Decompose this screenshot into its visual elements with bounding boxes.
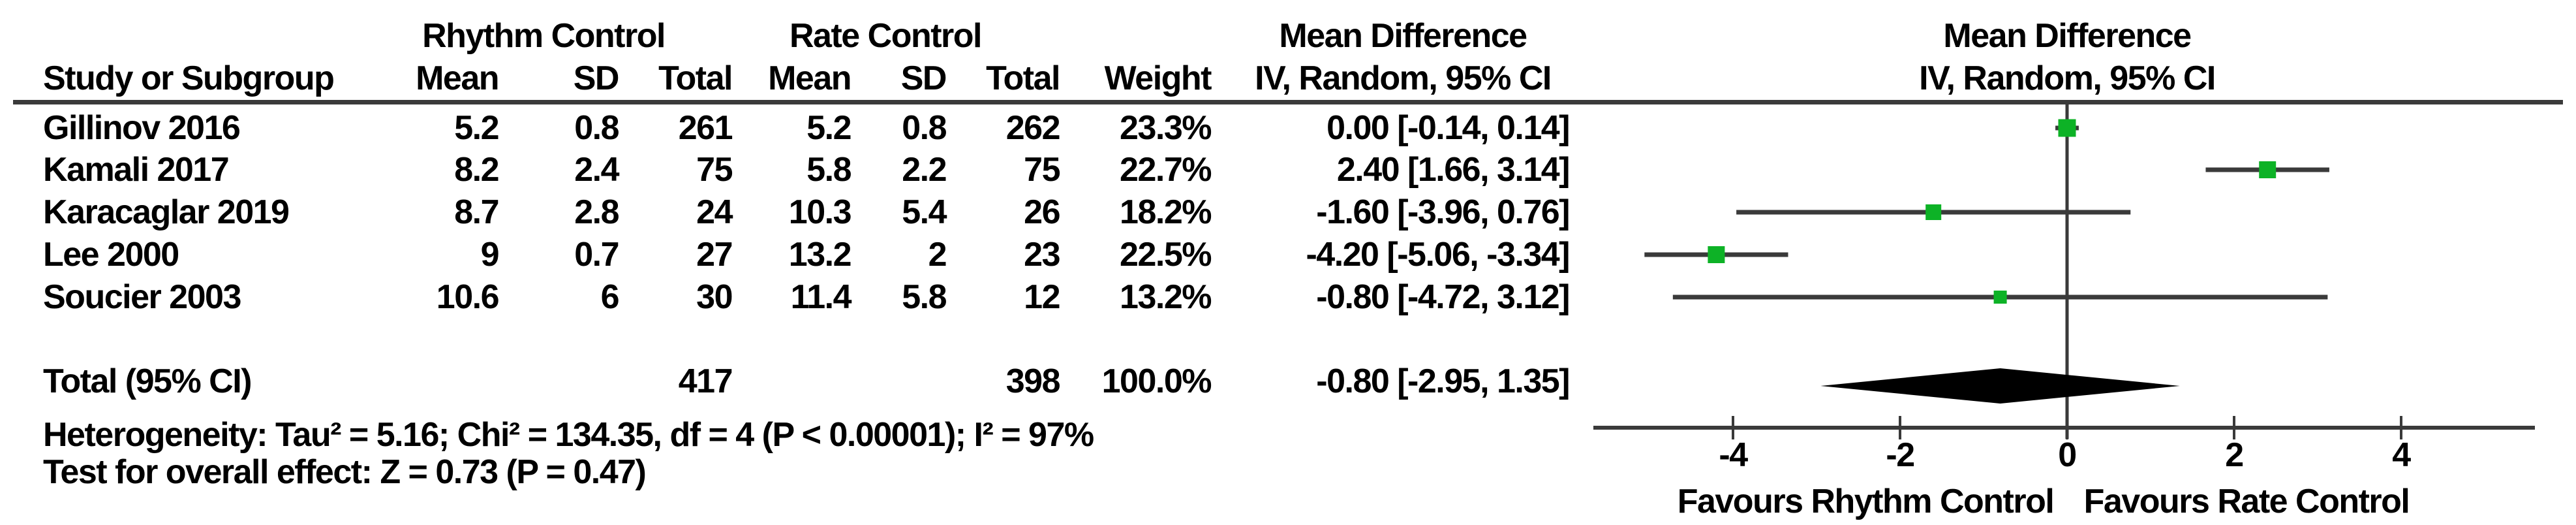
- total-ci-text: -0.80 [-2.95, 1.35]: [1316, 362, 1570, 400]
- ci-text-value: 0.00 [-0.14, 0.14]: [1326, 109, 1570, 147]
- weight-value: 18.2%: [1120, 193, 1212, 231]
- rhythm-mean-value: 8.2: [454, 151, 499, 189]
- favours-rhythm-label: Favours Rhythm Control: [1677, 483, 2055, 520]
- axis-tick-label: 2: [2225, 436, 2244, 474]
- favours-rate-label: Favours Rate Control: [2083, 483, 2410, 520]
- rhythm-total-value: 24: [696, 193, 733, 231]
- rate-sd-value: 5.4: [902, 193, 947, 231]
- axis-tick-label: -2: [1886, 436, 1915, 474]
- rate-total-value: 23: [1024, 236, 1060, 274]
- effect-marker: [1708, 246, 1725, 263]
- effect-marker: [1993, 291, 2007, 304]
- pooled-diamond: [1820, 368, 2180, 404]
- total-row: Total (95% CI) 417 398 100.0% -0.80 [-2.…: [0, 363, 2576, 400]
- rhythm-sd-header: SD: [573, 59, 620, 97]
- rate-mean-value: 13.2: [788, 236, 852, 274]
- rate-mean-value: 5.2: [806, 109, 851, 147]
- rhythm-total-value: 30: [696, 278, 733, 316]
- study-name: Kamali 2017: [43, 151, 230, 189]
- weight-value: 22.5%: [1120, 236, 1212, 274]
- heterogeneity-statistics: Heterogeneity: Tau² = 5.16; Chi² = 134.3…: [43, 416, 1094, 454]
- rhythm-mean-value: 8.7: [454, 193, 499, 231]
- axis-tick-label: -4: [1719, 436, 1748, 474]
- rhythm-mean-value: 9: [480, 236, 500, 274]
- rhythm-control-group-header: Rhythm Control: [422, 17, 666, 55]
- study-row: Gillinov 2016 5.2 0.8 261 5.2 0.8 262 23…: [0, 110, 2576, 146]
- axis-tick-mark: [1732, 416, 1734, 439]
- zero-line: [2065, 104, 2069, 439]
- axis-tick-mark: [1899, 416, 1901, 439]
- rate-control-group-header: Rate Control: [790, 17, 983, 55]
- rate-sd-value: 2: [928, 236, 947, 274]
- rhythm-sd-value: 6: [600, 278, 620, 316]
- rate-total-value: 26: [1024, 193, 1060, 231]
- plot-title-line1: Mean Difference: [1943, 17, 2192, 55]
- rate-sd-value: 5.8: [902, 278, 947, 316]
- study-column-header: Study or Subgroup: [43, 59, 335, 97]
- effect-marker: [2058, 119, 2076, 137]
- study-name: Karacaglar 2019: [43, 193, 290, 231]
- rhythm-mean-value: 10.6: [436, 278, 500, 316]
- plot-title-line2: IV, Random, 95% CI: [1919, 59, 2216, 97]
- study-row: Kamali 2017 8.2 2.4 75 5.8 2.2 75 22.7% …: [0, 151, 2576, 188]
- rate-mean-value: 5.8: [806, 151, 851, 189]
- ci-text-value: -1.60 [-3.96, 0.76]: [1316, 193, 1570, 231]
- rate-total-value: 75: [1024, 151, 1060, 189]
- study-row: Karacaglar 2019 8.7 2.8 24 10.3 5.4 26 1…: [0, 194, 2576, 231]
- rhythm-total-value: 75: [696, 151, 733, 189]
- header-separator-line: [13, 100, 2563, 104]
- rhythm-sd-value: 2.4: [574, 151, 619, 189]
- effect-marker: [1925, 204, 1942, 220]
- effect-marker: [2259, 161, 2277, 178]
- rhythm-sd-value: 0.7: [574, 236, 619, 274]
- rhythm-total-value: 261: [678, 109, 733, 147]
- rhythm-sd-value: 2.8: [574, 193, 619, 231]
- rate-mean-value: 10.3: [788, 193, 852, 231]
- rate-sd-header: SD: [900, 59, 947, 97]
- weight-column-header: Weight: [1104, 59, 1212, 97]
- rhythm-mean-header: Mean: [416, 59, 499, 97]
- axis-tick-label: 4: [2392, 436, 2411, 474]
- axis-tick-mark: [2233, 416, 2235, 439]
- rhythm-total-value: 27: [696, 236, 733, 274]
- total-label: Total (95% CI): [43, 362, 252, 400]
- ci-text-value: -4.20 [-5.06, -3.34]: [1306, 236, 1570, 274]
- axis-tick-mark: [2400, 416, 2402, 439]
- rhythm-mean-value: 5.2: [454, 109, 499, 147]
- ci-text-value: -0.80 [-4.72, 3.12]: [1316, 278, 1570, 316]
- study-name: Gillinov 2016: [43, 109, 241, 147]
- rhythm-total-header: Total: [658, 59, 733, 97]
- axis-tick-label: 0: [2058, 436, 2077, 474]
- mean-difference-column-header: Mean Difference: [1279, 17, 1527, 55]
- ci-method-column-header: IV, Random, 95% CI: [1255, 59, 1552, 97]
- rate-mean-value: 11.4: [790, 278, 852, 316]
- ci-text-value: 2.40 [1.66, 3.14]: [1336, 151, 1571, 189]
- total-rate-n: 398: [1005, 362, 1061, 400]
- study-name: Soucier 2003: [43, 278, 241, 316]
- weight-value: 13.2%: [1120, 278, 1212, 316]
- overall-effect-test: Test for overall effect: Z = 0.73 (P = 0…: [43, 453, 647, 491]
- rate-total-value: 12: [1024, 278, 1060, 316]
- rate-total-header: Total: [986, 59, 1060, 97]
- total-rhythm-n: 417: [678, 362, 733, 400]
- rate-sd-value: 2.2: [902, 151, 947, 189]
- study-name: Lee 2000: [43, 236, 179, 274]
- study-row: Lee 2000 9 0.7 27 13.2 2 23 22.5% -4.20 …: [0, 236, 2576, 273]
- axis-line: [1593, 426, 2535, 430]
- study-row: Soucier 2003 10.6 6 30 11.4 5.8 12 13.2%…: [0, 279, 2576, 315]
- weight-value: 22.7%: [1120, 151, 1212, 189]
- rate-total-value: 262: [1005, 109, 1061, 147]
- weight-value: 23.3%: [1120, 109, 1212, 147]
- total-weight: 100.0%: [1101, 362, 1212, 400]
- rhythm-sd-value: 0.8: [574, 109, 619, 147]
- rate-mean-header: Mean: [768, 59, 851, 97]
- axis-tick-mark: [2066, 416, 2068, 439]
- rate-sd-value: 0.8: [902, 109, 947, 147]
